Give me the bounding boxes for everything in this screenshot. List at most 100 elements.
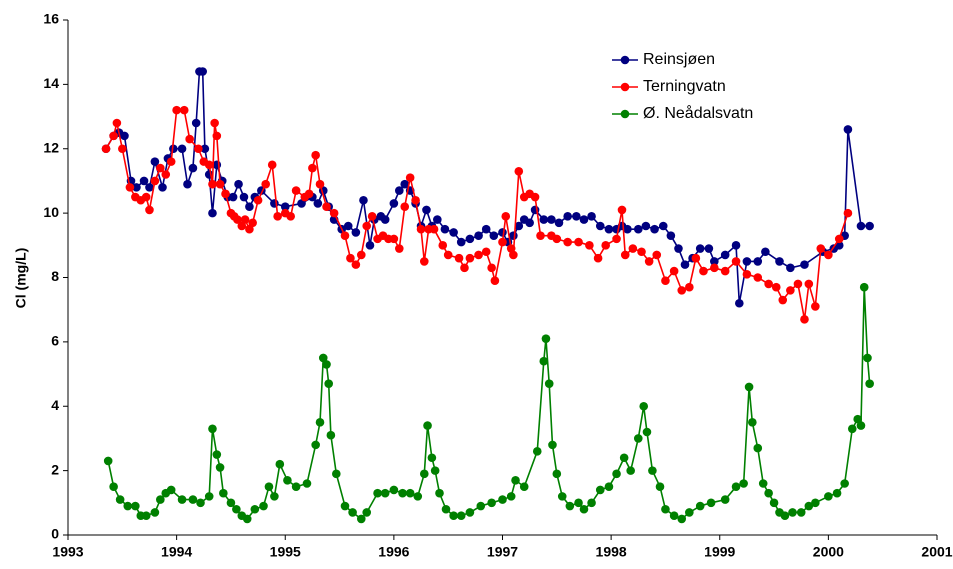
data-point bbox=[166, 157, 176, 166]
data-point bbox=[786, 263, 795, 273]
data-point bbox=[351, 228, 361, 237]
data-point bbox=[552, 234, 562, 244]
data-point bbox=[145, 183, 154, 192]
data-point bbox=[158, 183, 167, 192]
data-point bbox=[422, 205, 431, 215]
data-point bbox=[788, 508, 797, 517]
data-point bbox=[405, 488, 415, 498]
data-point bbox=[489, 231, 499, 240]
data-point bbox=[101, 144, 111, 154]
data-point bbox=[677, 286, 687, 295]
data-point bbox=[253, 195, 263, 205]
data-point bbox=[563, 237, 572, 247]
data-point bbox=[544, 379, 554, 389]
data-point bbox=[380, 488, 390, 498]
data-point bbox=[865, 221, 874, 231]
data-point bbox=[208, 208, 217, 218]
data-point bbox=[481, 224, 491, 234]
data-point bbox=[800, 315, 809, 324]
y-tick-label: 10 bbox=[43, 204, 59, 220]
data-point bbox=[177, 144, 187, 154]
data-point bbox=[731, 482, 741, 492]
data-point bbox=[695, 501, 705, 511]
y-tick-label: 0 bbox=[51, 526, 59, 542]
data-point bbox=[132, 183, 141, 192]
data-point bbox=[183, 179, 192, 189]
data-point bbox=[210, 118, 219, 128]
data-point bbox=[706, 498, 716, 508]
data-point bbox=[710, 263, 719, 273]
data-point bbox=[120, 131, 129, 141]
data-point bbox=[811, 498, 820, 508]
data-point bbox=[208, 179, 217, 189]
data-point bbox=[572, 212, 581, 221]
data-point bbox=[506, 492, 516, 501]
data-point bbox=[816, 244, 826, 253]
data-point bbox=[329, 208, 339, 218]
data-point bbox=[865, 379, 874, 389]
y-tick-label: 2 bbox=[51, 461, 59, 477]
data-point bbox=[824, 492, 833, 501]
data-point bbox=[311, 150, 320, 160]
data-point bbox=[131, 501, 140, 511]
data-point bbox=[139, 176, 149, 186]
data-point bbox=[340, 501, 350, 511]
data-point bbox=[587, 212, 596, 221]
data-point bbox=[109, 131, 118, 141]
data-point bbox=[658, 221, 668, 231]
data-point bbox=[273, 212, 282, 221]
data-point bbox=[642, 427, 652, 437]
x-tick-label: 1999 bbox=[704, 544, 735, 560]
data-point bbox=[853, 414, 863, 424]
data-point bbox=[250, 504, 260, 514]
data-point bbox=[232, 504, 241, 514]
legend-marker bbox=[620, 82, 630, 92]
data-point bbox=[628, 244, 638, 253]
data-point bbox=[198, 67, 207, 76]
data-point bbox=[652, 250, 662, 260]
data-point bbox=[650, 224, 659, 234]
data-point bbox=[587, 498, 596, 508]
data-point bbox=[150, 508, 160, 517]
data-point bbox=[156, 163, 165, 173]
data-point bbox=[604, 224, 614, 234]
data-point bbox=[574, 237, 583, 247]
legend-marker bbox=[620, 55, 630, 65]
data-point bbox=[237, 221, 247, 231]
series-line bbox=[105, 109, 849, 320]
data-point bbox=[739, 479, 748, 488]
y-tick-label: 4 bbox=[51, 397, 59, 413]
data-point bbox=[661, 504, 670, 514]
data-point bbox=[695, 244, 705, 253]
data-point bbox=[166, 485, 176, 495]
data-point bbox=[669, 511, 679, 520]
data-point bbox=[595, 485, 605, 495]
data-point bbox=[204, 160, 214, 170]
data-point bbox=[324, 379, 334, 389]
data-point bbox=[264, 482, 274, 492]
data-point bbox=[626, 466, 635, 475]
data-point bbox=[474, 231, 483, 240]
data-point bbox=[318, 353, 328, 363]
data-point bbox=[322, 360, 331, 369]
data-point bbox=[311, 440, 320, 450]
data-point bbox=[539, 356, 549, 366]
data-point bbox=[840, 479, 849, 488]
data-point bbox=[655, 482, 665, 492]
y-tick-label: 6 bbox=[51, 333, 59, 349]
series bbox=[101, 105, 853, 324]
data-point bbox=[208, 424, 217, 434]
data-point bbox=[365, 241, 375, 250]
data-point bbox=[487, 263, 496, 273]
data-point bbox=[623, 224, 632, 234]
data-point bbox=[612, 234, 621, 244]
data-point bbox=[641, 221, 651, 231]
data-point bbox=[498, 228, 507, 237]
data-point bbox=[834, 234, 844, 244]
data-point bbox=[633, 434, 643, 443]
data-point bbox=[242, 514, 252, 524]
data-point bbox=[212, 450, 222, 459]
data-point bbox=[240, 215, 250, 224]
data-point bbox=[481, 247, 491, 257]
y-tick-label: 14 bbox=[43, 75, 59, 91]
